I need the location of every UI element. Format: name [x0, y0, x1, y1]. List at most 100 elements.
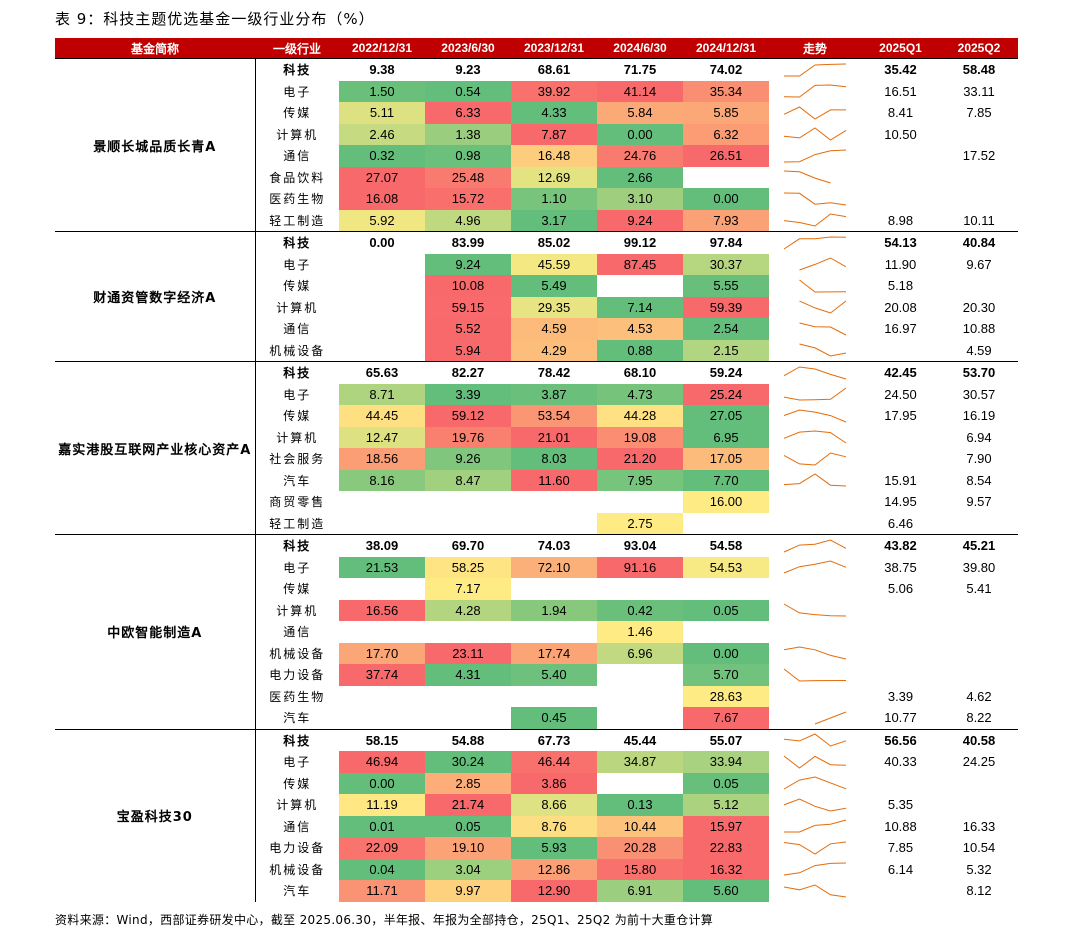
q2-value: 8.22 — [966, 710, 992, 726]
industry-label: 汽车 — [283, 473, 312, 488]
header-row: 基金简称 一级行业 2022/12/31 2023/6/30 2023/12/3… — [55, 38, 1018, 59]
period-value: 6.33 — [425, 102, 511, 124]
period-value: 4.96 — [425, 209, 511, 232]
period-value: 1.50 — [339, 80, 425, 102]
period-value: 0.45 — [511, 707, 597, 729]
period-value — [597, 491, 683, 513]
period-value: 59.15 — [425, 296, 511, 318]
period-value — [339, 491, 425, 513]
q1-value — [861, 664, 940, 686]
period-value: 5.55 — [683, 275, 769, 297]
period-value — [339, 318, 425, 340]
period-value — [597, 707, 683, 729]
period-value: 3.87 — [511, 383, 597, 405]
trend-sparkline — [769, 491, 861, 513]
industry-label: 电子 — [283, 387, 312, 402]
period-value: 25.24 — [683, 383, 769, 405]
period-value: 83.99 — [425, 231, 511, 254]
header-industry: 一级行业 — [255, 38, 339, 59]
period-value — [511, 621, 597, 643]
sparkline-path — [783, 387, 847, 401]
period-value: 17.70 — [339, 642, 425, 664]
q2-value: 58.48 — [940, 58, 1018, 81]
header-q2: 2025Q2 — [940, 38, 1018, 59]
period-value: 7.67 — [683, 707, 769, 729]
period-value: 38.09 — [339, 534, 425, 557]
q2-value: 7.90 — [966, 451, 992, 467]
q2-value: 5.32 — [966, 861, 992, 877]
q1-value: 40.33 — [884, 754, 917, 770]
period-value: 2.46 — [339, 123, 425, 145]
period-value: 45.59 — [511, 253, 597, 275]
q2-value — [940, 621, 1018, 643]
period-value: 46.94 — [339, 751, 425, 773]
period-value — [425, 513, 511, 535]
q1-value — [861, 643, 940, 665]
period-value: 0.00 — [683, 188, 769, 210]
period-value: 7.87 — [511, 123, 597, 145]
period-value: 58.25 — [425, 556, 511, 578]
period-value: 8.71 — [339, 383, 425, 405]
q2-value: 10.11 — [963, 212, 995, 228]
industry-row: 汽车 11.71 9.97 12.90 6.91 5.60 8.12 — [55, 880, 1018, 902]
trend-sparkline — [769, 643, 861, 665]
period-value: 10.08 — [425, 275, 511, 297]
trend-sparkline — [769, 448, 861, 470]
period-value — [597, 275, 683, 297]
period-value: 0.00 — [597, 123, 683, 145]
industry-row: 传媒 7.17 5.06 5.41 — [55, 578, 1018, 600]
period-value: 0.88 — [597, 339, 683, 362]
period-value — [339, 707, 425, 729]
industry-row: 通信 0.32 0.98 16.48 24.76 26.51 17.52 — [55, 145, 1018, 167]
period-value — [339, 297, 425, 319]
period-value: 6.95 — [683, 426, 769, 448]
q2-value: 16.19 — [962, 408, 996, 424]
sparkline-path — [783, 430, 847, 444]
period-value: 44.45 — [339, 405, 425, 427]
period-value — [683, 621, 769, 643]
sparkline-path — [799, 279, 847, 293]
sparkline-path — [783, 236, 847, 250]
header-period: 2024/6/30 — [597, 38, 683, 59]
header-trend: 走势 — [769, 38, 861, 59]
period-value: 28.63 — [683, 685, 769, 707]
industry-label: 科技 — [255, 361, 339, 384]
q2-value — [940, 167, 1018, 189]
period-value — [339, 578, 425, 600]
period-value: 0.13 — [597, 794, 683, 816]
period-value: 53.54 — [511, 405, 597, 427]
period-value: 9.38 — [339, 58, 425, 81]
period-value: 19.76 — [425, 426, 511, 448]
period-value: 7.17 — [425, 578, 511, 600]
q2-value: 53.70 — [940, 361, 1018, 384]
period-value: 99.12 — [597, 231, 683, 254]
industry-label: 科技 — [255, 58, 339, 81]
period-value: 23.11 — [425, 642, 511, 664]
industry-label: 社会服务 — [269, 452, 326, 467]
sparkline-path — [783, 473, 847, 487]
trend-sparkline — [769, 513, 861, 535]
q1-value: 16.97 — [884, 321, 917, 337]
q1-value: 10.50 — [884, 126, 917, 142]
industry-label: 电力设备 — [269, 668, 326, 683]
q1-value: 35.42 — [861, 58, 940, 81]
q2-value: 7.85 — [966, 105, 992, 121]
industry-label: 机械设备 — [269, 646, 326, 661]
tech-summary-row: 嘉实港股互联网产业核心资产A 科技 65.63 82.27 78.42 68.10 59.2… — [55, 361, 1018, 535]
period-value: 5.11 — [339, 102, 425, 124]
q2-value — [940, 664, 1018, 686]
period-value: 54.53 — [683, 556, 769, 578]
period-value: 5.60 — [683, 880, 769, 902]
period-value: 30.37 — [683, 253, 769, 275]
fund-name: 宝盈科技30 — [55, 728, 256, 902]
period-value — [683, 513, 769, 535]
trend-sparkline — [769, 837, 861, 859]
period-value: 5.84 — [597, 102, 683, 124]
sparkline-path — [783, 366, 847, 380]
trend-sparkline — [769, 427, 861, 449]
industry-row: 电力设备 22.09 19.10 5.93 20.28 22.83 7.85 10.54 — [55, 837, 1018, 859]
industry-label: 通信 — [283, 322, 312, 337]
period-value: 21.53 — [339, 556, 425, 578]
q2-value: 30.57 — [962, 386, 996, 402]
period-value: 71.75 — [597, 58, 683, 81]
